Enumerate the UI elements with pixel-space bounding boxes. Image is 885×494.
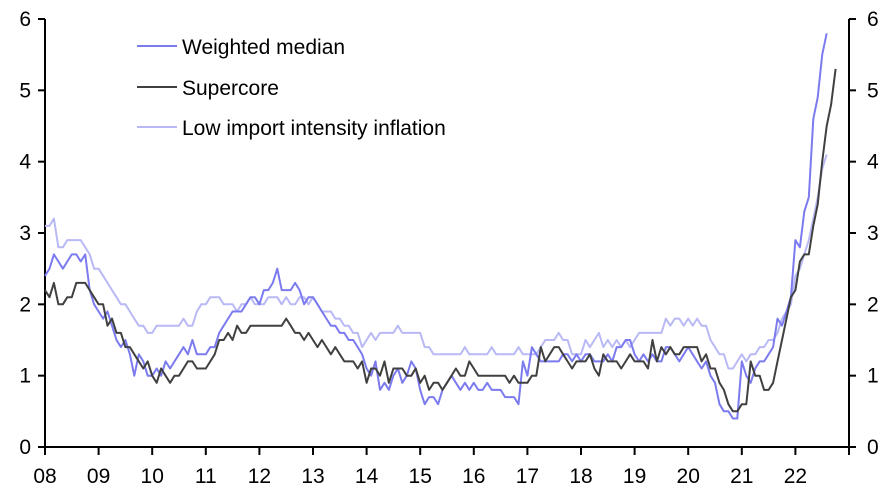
series-layer (44, 33, 837, 420)
x-tick-label: 12 (248, 465, 271, 488)
x-tick-label: 10 (141, 465, 164, 488)
x-tick-label: 17 (516, 465, 539, 488)
x-tick-label: 18 (569, 465, 592, 488)
y-tick-label-left: 4 (19, 151, 31, 174)
y-tick-label-left: 3 (19, 222, 31, 245)
x-tick-label: 22 (784, 465, 807, 488)
x-tick-label: 08 (33, 465, 56, 488)
y-tick-label-right: 1 (867, 365, 879, 388)
y-tick-label-right: 5 (867, 79, 879, 102)
y-tick-label-left: 0 (19, 436, 31, 459)
x-tick-label: 13 (301, 465, 324, 488)
legend-label-supercore: Supercore (182, 77, 279, 100)
x-tick-label: 20 (677, 465, 700, 488)
x-tick-label: 14 (355, 465, 379, 488)
series-line-weighted-median (44, 33, 828, 420)
legend: Weighted median Supercore Low import int… (137, 36, 446, 140)
y-tick-label-right: 6 (867, 8, 879, 31)
x-tick-label: 09 (87, 465, 110, 488)
y-tick-label-right: 2 (867, 293, 879, 316)
legend-label-weighted-median: Weighted median (182, 36, 345, 59)
y-tick-label-right: 0 (867, 436, 879, 459)
series-line-supercore (44, 68, 837, 413)
x-tick-label: 15 (409, 465, 432, 488)
y-tick-label-left: 1 (19, 365, 31, 388)
x-tick-label: 11 (195, 465, 217, 488)
y-tick-label-right: 3 (867, 222, 879, 245)
x-tick-label: 21 (730, 465, 753, 488)
y-tick-label-right: 4 (867, 151, 879, 174)
y-tick-label-left: 5 (19, 79, 31, 102)
legend-label-low-import-intensity: Low import intensity inflation (182, 117, 446, 140)
y-tick-label-left: 6 (19, 8, 31, 31)
series-line-low-import-intensity-inflation (45, 154, 828, 370)
x-tick-label: 19 (623, 465, 646, 488)
x-tick-label: 16 (462, 465, 485, 488)
y-tick-label-left: 2 (19, 293, 31, 316)
